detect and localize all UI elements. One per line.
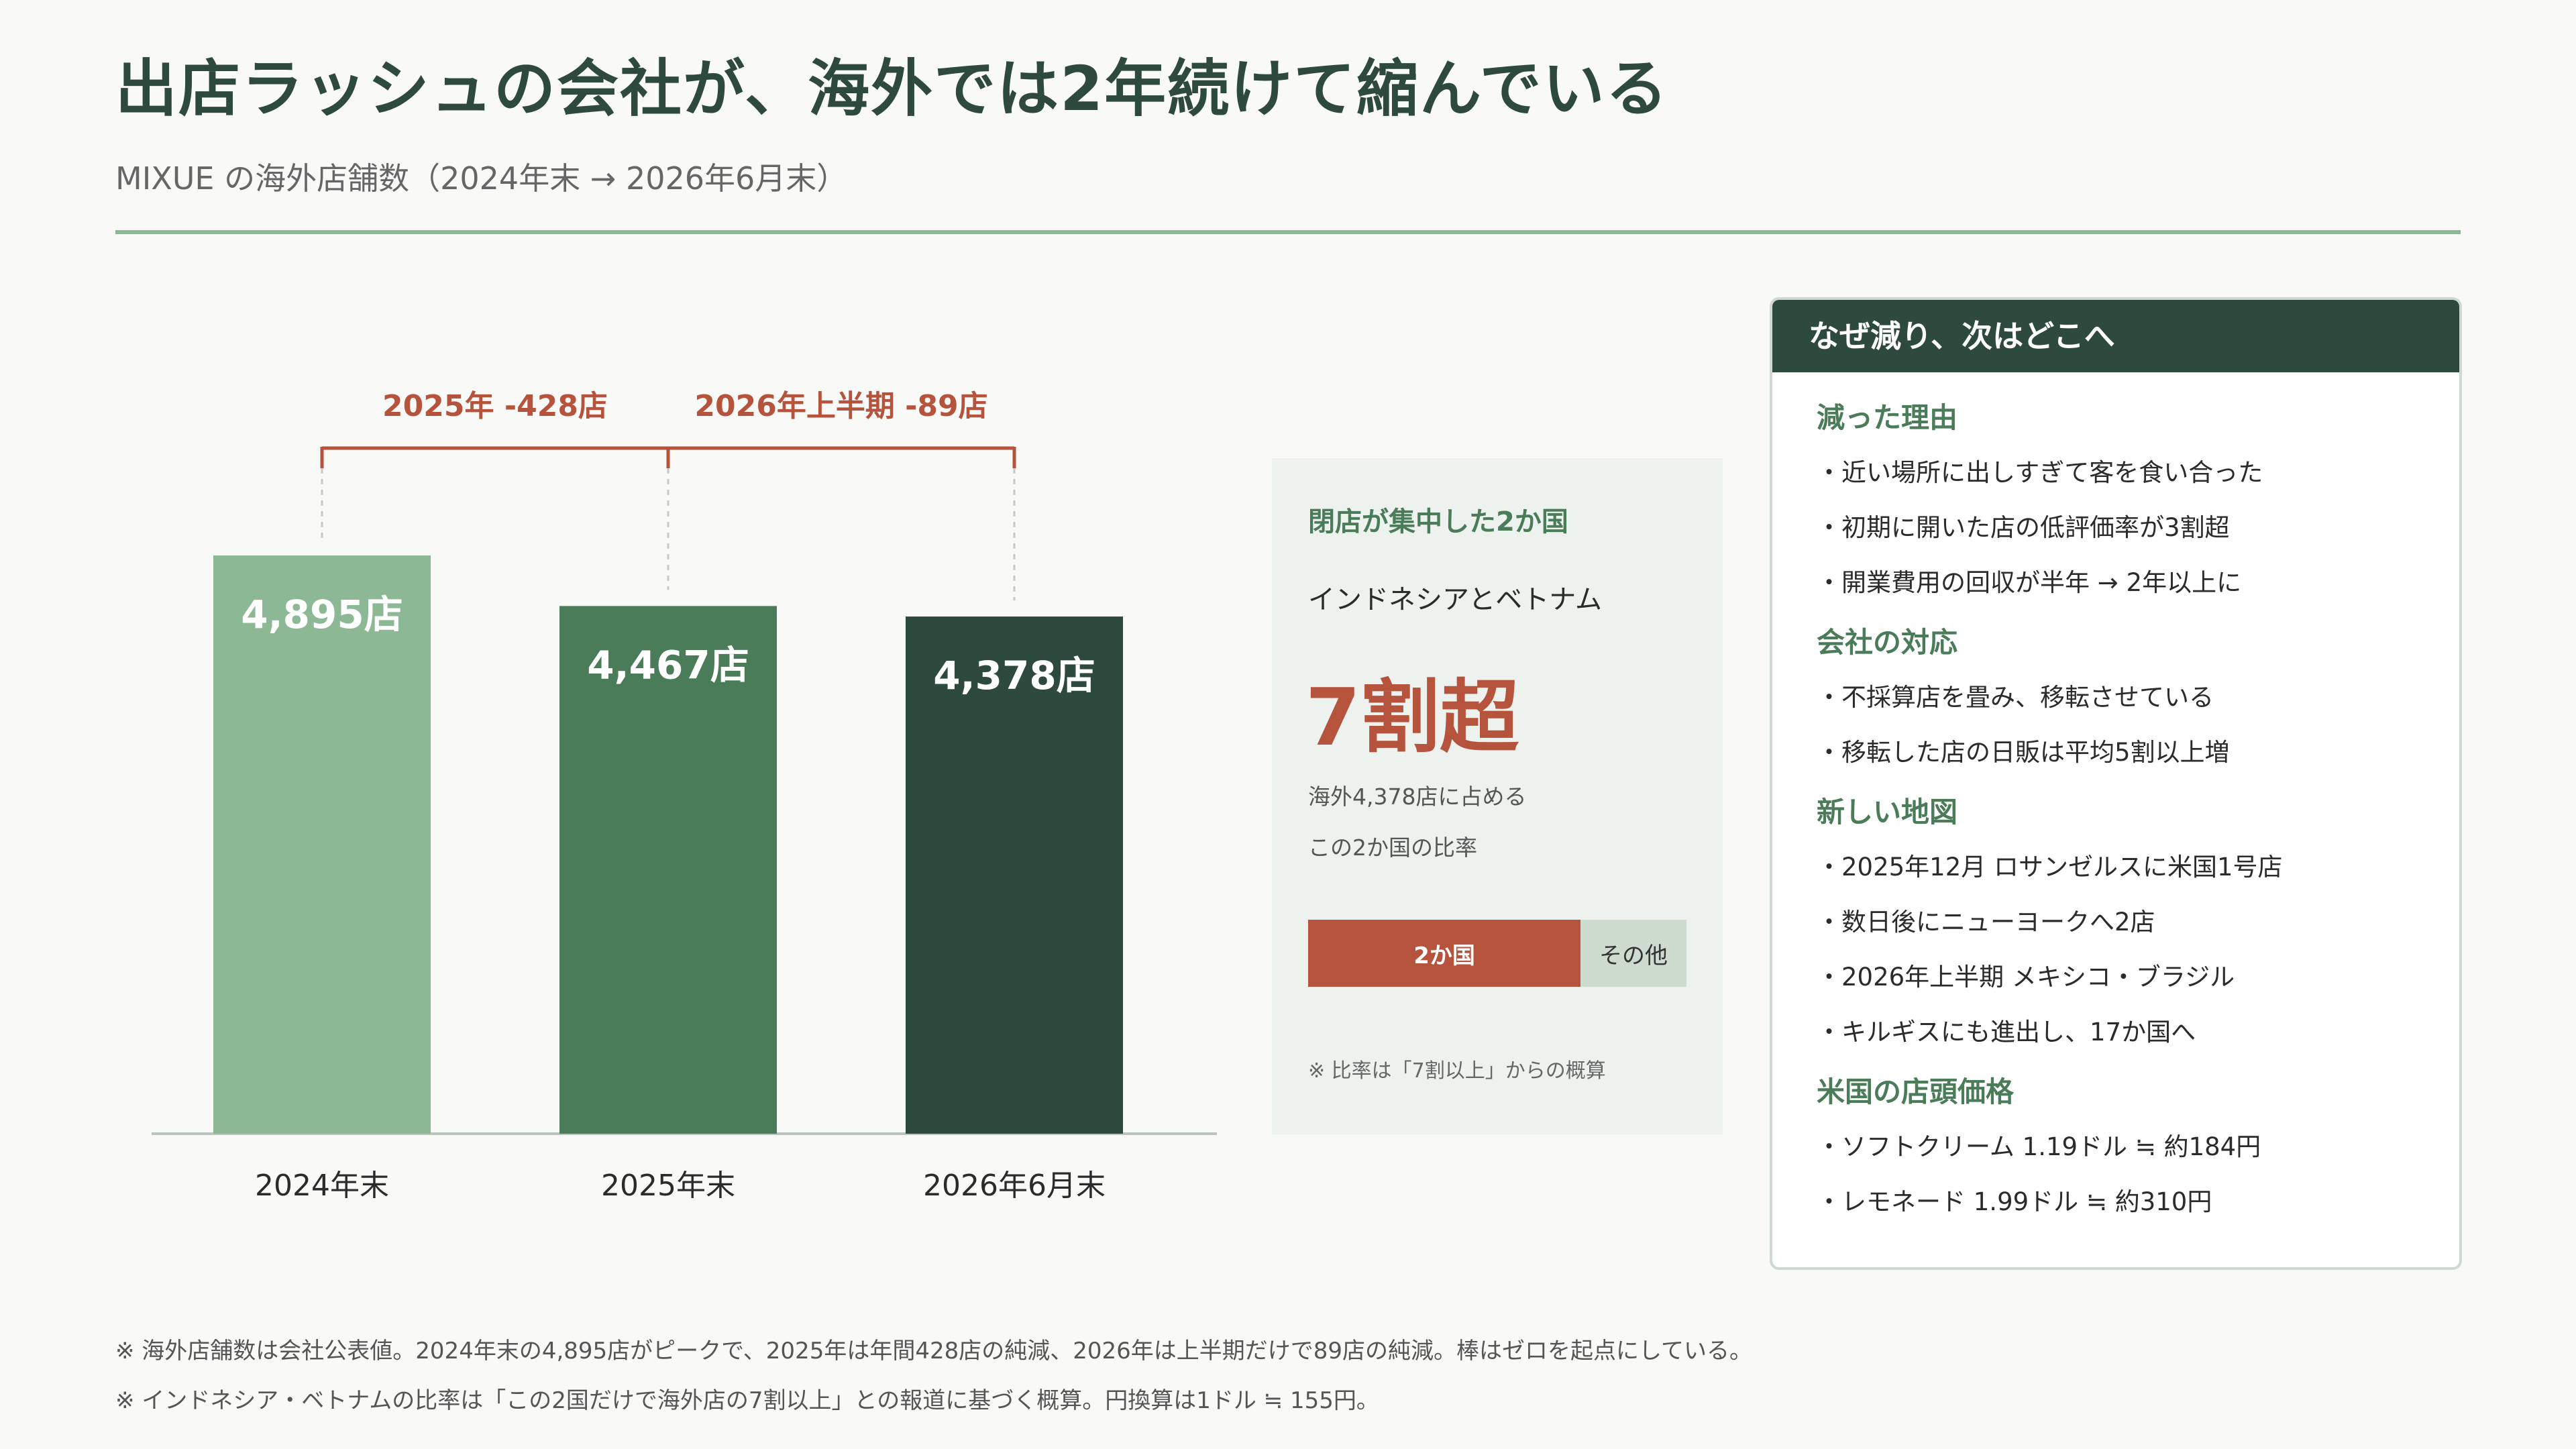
share-bar: 2か国 その他 [1308,920,1686,987]
side-list-item: ・数日後にニューヨークへ2店 [1817,908,2155,936]
footnote-2: ※ インドネシア・ベトナムの比率は「この2国だけで海外店の7割以上」との報道に基… [115,1387,1379,1414]
concentration-countries: インドネシアとベトナム [1308,584,1602,615]
side-section-title: 米国の店頭価格 [1817,1075,2015,1108]
bar-value-label: 4,378店 [933,653,1095,698]
side-list-item: ・不採算店を畳み、移転させている [1817,683,2214,712]
store-count-bar-chart: 4,895店 2024年末 4,467店 2025年末 4,378店 2026年6月末 20… [152,389,1217,1203]
concentration-note-line1: 海外4,378店に占める [1308,784,1527,810]
side-list-item: ・移転した店の日販は平均5割以上増 [1817,738,2230,767]
category-label: 2025年末 [601,1169,735,1203]
bar-2 [906,616,1123,1134]
side-list-item: ・ソフトクリーム 1.19ドル ≒ 約184円 [1817,1132,2261,1161]
share-bar-other: その他 [1580,920,1686,987]
change-annotation-label: 2025年 -428店 [382,389,608,423]
footnote-1: ※ 海外店舗数は会社公表値。2024年末の4,895店がピークで、2025年は年… [115,1338,1752,1364]
bar-0 [213,555,431,1134]
concentration-note-line2: この2か国の比率 [1308,835,1477,861]
concentration-heading: 閉店が集中した2か国 [1308,506,1568,537]
side-section-title: 新しい地図 [1817,796,1958,828]
bar-value-label: 4,467店 [587,642,749,688]
bar-value-label: 4,895店 [241,592,402,637]
side-list-item: ・2026年上半期 メキシコ・ブラジル [1817,963,2235,991]
change-annotation-label: 2026年上半期 -89店 [694,389,987,423]
side-list-item: ・2025年12月 ロサンゼルスに米国1号店 [1817,853,2283,881]
page-title: 出店ラッシュの会社が、海外では2年続けて縮んでいる [115,53,1669,125]
share-bar-two-countries: 2か国 [1308,920,1581,987]
side-list-item: ・レモネード 1.99ドル ≒ 約310円 [1817,1187,2212,1216]
why-next-header: なぜ減り、次はどこへ [1772,300,2459,372]
bar-1 [559,606,777,1134]
side-section-title: 会社の対応 [1817,626,1958,659]
concentration-big-value: 7割超 [1305,671,1519,763]
side-section-title: 減った理由 [1817,401,1958,434]
concentration-panel: 閉店が集中した2か国 インドネシアとベトナム 7割超 海外4,378店に占める … [1272,458,1723,1134]
why-next-panel: なぜ減り、次はどこへ 減った理由・近い場所に出しすぎて客を食い合った ・初期に開い… [1770,297,2462,1270]
why-next-body: 減った理由・近い場所に出しすぎて客を食い合った ・初期に開いた店の低評価率が3割超… [1772,372,2459,1230]
category-label: 2024年末 [255,1169,389,1203]
category-label: 2026年6月末 [923,1169,1106,1203]
header-divider [115,230,2461,234]
concentration-footnote: ※ 比率は「7割以上」からの概算 [1308,1059,1606,1083]
page-subtitle: MIXUE の海外店舗数（2024年末 → 2026年6月末） [115,160,848,197]
side-list-item: ・初期に開いた店の低評価率が3割超 [1817,513,2230,542]
side-list-item: ・開業費用の回収が半年 → 2年以上に [1817,568,2242,597]
side-list-item: ・近い場所に出しすぎて客を食い合った [1817,458,2263,487]
side-list-item: ・キルギスにも進出し、17か国へ [1817,1018,2196,1046]
